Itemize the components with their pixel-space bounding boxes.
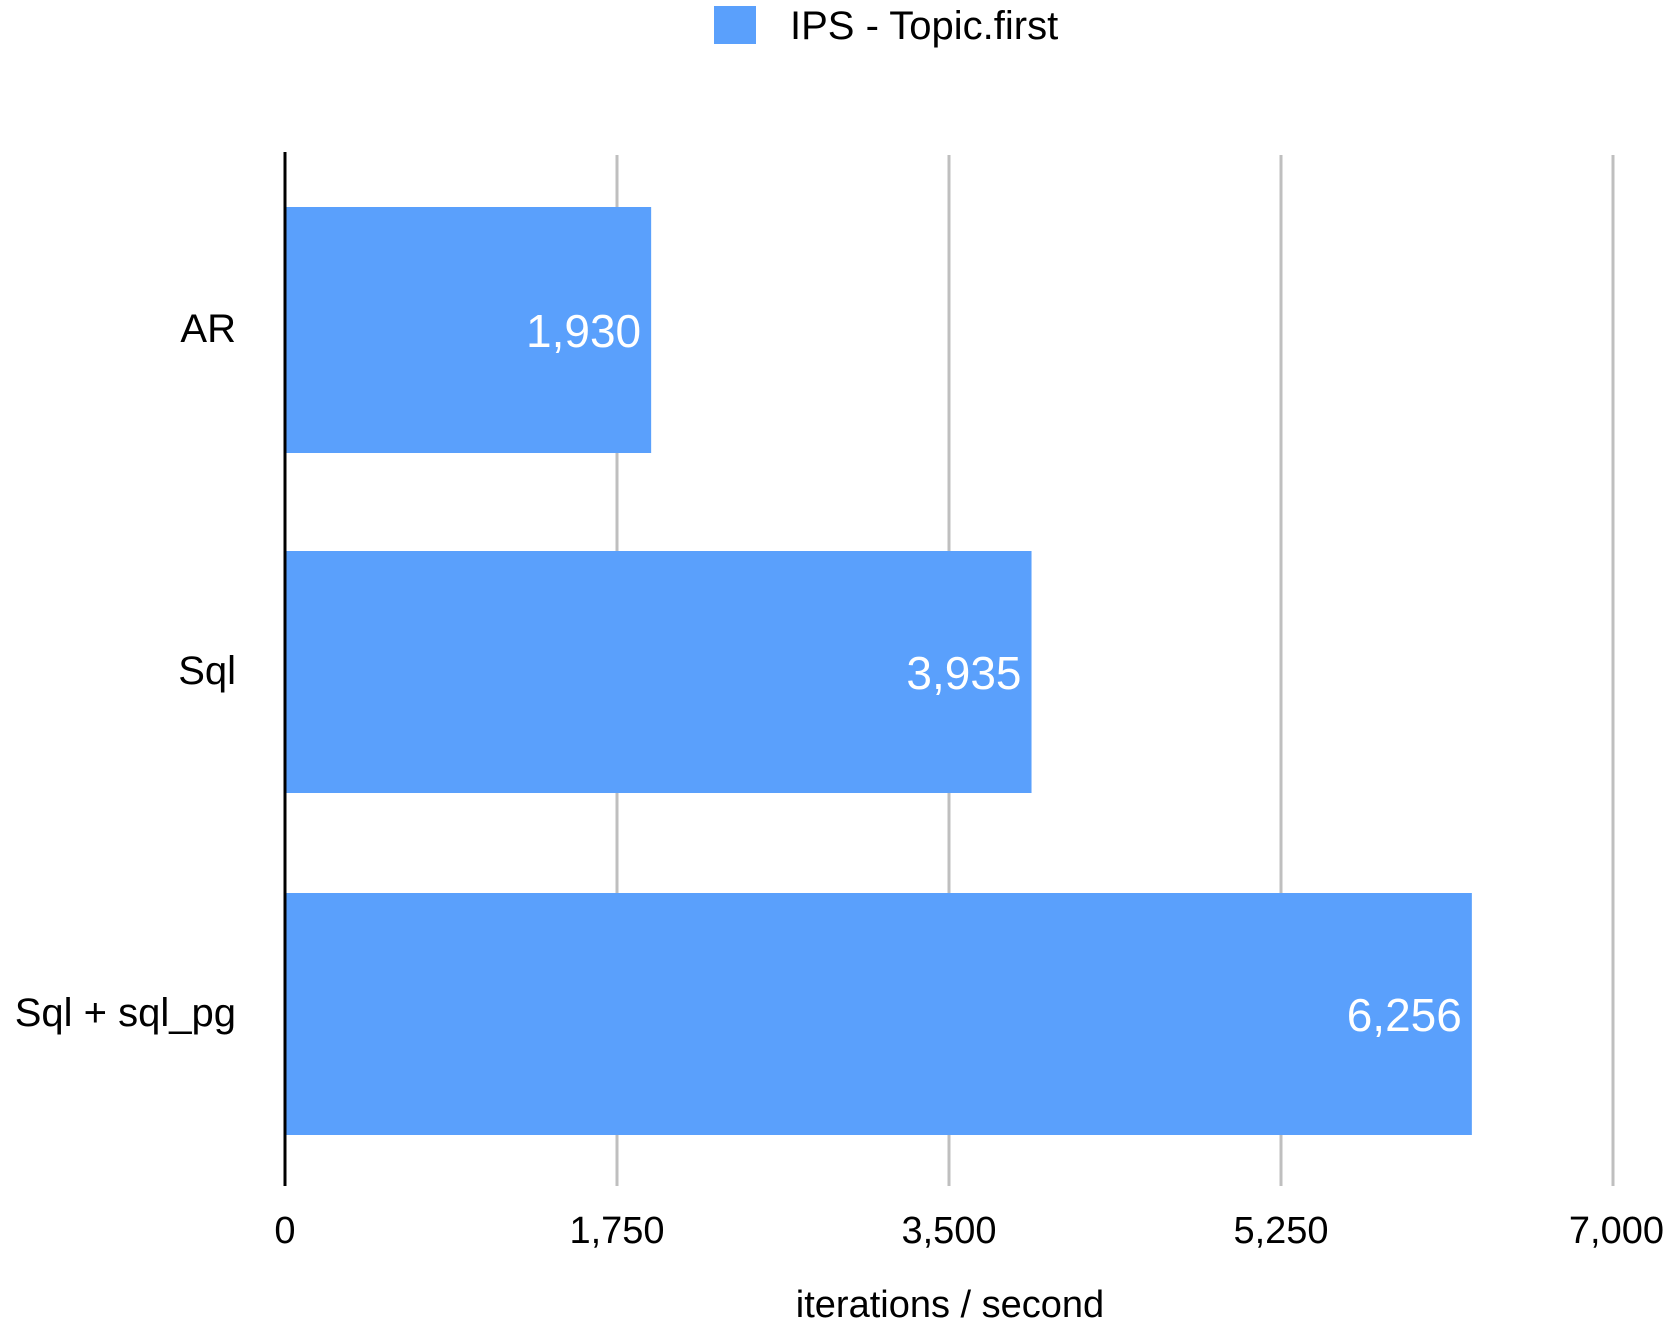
category-label-1: Sql — [178, 649, 236, 693]
x-tick-label-3: 5,250 — [1233, 1210, 1328, 1252]
x-tick-label-4: 7,000 — [1569, 1210, 1664, 1252]
bar-1 — [286, 551, 1032, 793]
bar-value-label-0: 1,930 — [526, 305, 641, 357]
bar-0 — [286, 207, 652, 453]
bar-2 — [286, 893, 1472, 1135]
bars: 1,930 3,935 6,256 — [286, 207, 1472, 1135]
category-label-2: Sql + sql_pg — [15, 991, 236, 1035]
x-tick-labels: 0 1,750 3,500 5,250 7,000 — [274, 1210, 1664, 1252]
x-tick-label-1: 1,750 — [569, 1210, 664, 1252]
x-tick-label-0: 0 — [274, 1210, 295, 1252]
legend: IPS - Topic.first — [714, 4, 1058, 48]
bar-value-label-1: 3,935 — [906, 647, 1021, 699]
legend-swatch — [714, 6, 756, 44]
legend-label: IPS - Topic.first — [790, 4, 1058, 48]
bar-value-label-2: 6,256 — [1347, 989, 1462, 1041]
x-tick-label-2: 3,500 — [901, 1210, 996, 1252]
category-label-0: AR — [180, 307, 236, 351]
x-axis-title: iterations / second — [796, 1284, 1104, 1323]
category-labels: AR Sql Sql + sql_pg — [15, 307, 236, 1035]
